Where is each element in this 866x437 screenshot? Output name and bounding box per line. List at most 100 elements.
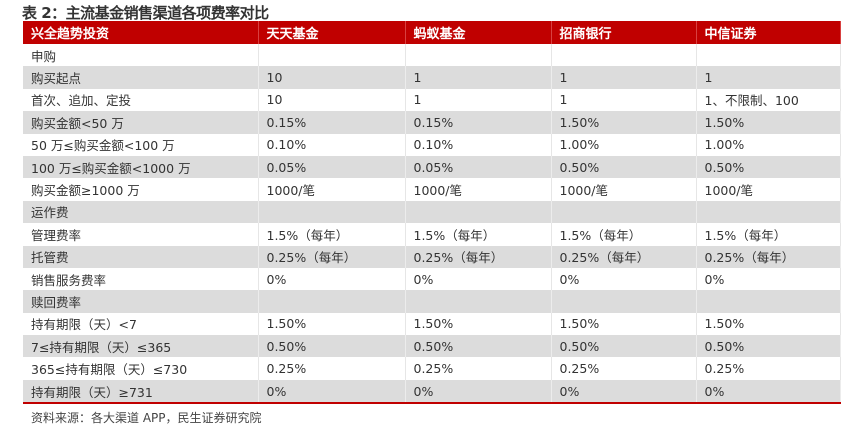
table-row: 销售服务费率 0% 0% 0% 0% [23, 267, 841, 291]
table-cell [551, 44, 697, 67]
table-row: 持有期限（天）≥731 0% 0% 0% 0% [23, 379, 841, 405]
table-cell [258, 290, 406, 313]
table-cell: 购买金额≥1000 万 [23, 178, 259, 201]
table-row: 管理费率 1.5%（每年） 1.5%（每年） 1.5%（每年） 1.5%（每年） [23, 223, 841, 246]
header-row: 兴全趋势投资 天天基金 蚂蚁基金 招商银行 中信证券 [23, 21, 841, 44]
table-cell: 购买起点 [23, 66, 259, 89]
table-cell: 1.5%（每年） [405, 223, 552, 246]
table-cell: 7≤持有期限（天）≤365 [23, 335, 259, 358]
table-cell: 1000/笔 [551, 178, 697, 201]
table-row: 托管费 0.25%（每年） 0.25%（每年） 0.25%（每年） 0.25%（每年） [23, 245, 841, 268]
table-cell: 托管费 [23, 245, 259, 268]
table-cell: 1 [405, 66, 552, 89]
table-cell: 0.25%（每年） [696, 245, 841, 268]
table-cell: 0.50% [551, 155, 697, 179]
table-row: 购买金额<50 万 0.15% 0.15% 1.50% 1.50% [23, 111, 841, 134]
table-row: 7≤持有期限（天）≤365 0.50% 0.50% 0.50% 0.50% [23, 335, 841, 358]
table-cell: 0.50% [551, 335, 697, 358]
table-cell [551, 290, 697, 313]
table-cell: 1000/笔 [405, 178, 552, 201]
header-cell: 蚂蚁基金 [405, 21, 552, 44]
table-cell: 0% [696, 267, 841, 291]
table-cell: 1.50% [551, 312, 697, 336]
table-cell [258, 200, 406, 224]
table-row: 50 万≤购买金额<100 万 0.10% 0.10% 1.00% 1.00% [23, 133, 841, 156]
source-note: 资料来源：各大渠道 APP，民生证券研究院 [31, 411, 262, 425]
table-cell: 1 [405, 88, 552, 112]
table-cell: 0.05% [258, 155, 406, 179]
table-cell [405, 290, 552, 313]
table-row: 运作费 [23, 200, 841, 224]
table-cell: 1.5%（每年） [696, 223, 841, 246]
table-cell: 0.50% [405, 335, 552, 358]
table-cell: 0% [405, 267, 552, 291]
table-cell: 持有期限（天）<7 [23, 312, 259, 336]
table-cell: 申购 [23, 44, 259, 67]
table-cell: 0.25% [405, 357, 552, 380]
table-cell: 0% [696, 379, 841, 405]
table-row: 申购 [23, 44, 841, 67]
table-cell: 50 万≤购买金额<100 万 [23, 133, 259, 156]
table-cell: 1000/笔 [258, 178, 406, 201]
header-cell: 天天基金 [258, 21, 406, 44]
table-cell: 0% [258, 267, 406, 291]
table-cell: 0.25%（每年） [405, 245, 552, 268]
table-cell: 1.5%（每年） [551, 223, 697, 246]
table-cell: 1.5%（每年） [258, 223, 406, 246]
table-cell: 1 [551, 88, 697, 112]
table-cell [696, 200, 841, 224]
table-cell: 0.05% [405, 155, 552, 179]
table-row: 赎回费率 [23, 290, 841, 313]
table-cell: 0.25%（每年） [551, 245, 697, 268]
table-cell: 0.50% [258, 335, 406, 358]
table-cell: 0.50% [696, 335, 841, 358]
table-cell [551, 200, 697, 224]
table-cell: 0.15% [405, 111, 552, 134]
table-cell: 0.15% [258, 111, 406, 134]
table-cell: 1.00% [551, 133, 697, 156]
table-cell: 1.50% [258, 312, 406, 336]
table-cell: 100 万≤购买金额<1000 万 [23, 155, 259, 179]
table-cell: 1、不限制、100 [696, 88, 841, 112]
table-cell [405, 44, 552, 67]
table-cell: 赎回费率 [23, 290, 259, 313]
table-cell: 0% [551, 267, 697, 291]
header-cell: 兴全趋势投资 [23, 21, 259, 44]
table-cell: 0% [258, 379, 406, 405]
table-cell: 管理费率 [23, 223, 259, 246]
table-cell: 持有期限（天）≥731 [23, 379, 259, 405]
table-cell: 首次、追加、定投 [23, 88, 259, 112]
table-cell: 0.10% [258, 133, 406, 156]
table-cell [258, 44, 406, 67]
table-cell [696, 290, 841, 313]
header-cell: 招商银行 [551, 21, 697, 44]
table-cell: 1.50% [551, 111, 697, 134]
table-cell: 0.25%（每年） [258, 245, 406, 268]
table-cell: 1.50% [405, 312, 552, 336]
table-cell [696, 44, 841, 67]
table-cell: 1 [696, 66, 841, 89]
table-cell: 0% [405, 379, 552, 405]
table-cell: 1000/笔 [696, 178, 841, 201]
table-title: 表 2：主流基金销售渠道各项费率对比 [22, 4, 269, 22]
table-cell: 10 [258, 66, 406, 89]
table-cell: 0.50% [696, 155, 841, 179]
table-cell: 365≤持有期限（天）≤730 [23, 357, 259, 380]
table-cell: 1.00% [696, 133, 841, 156]
fee-comparison-table: 兴全趋势投资 天天基金 蚂蚁基金 招商银行 中信证券 申购 购买起点 10 1 1 1 首次… [23, 21, 841, 405]
table-cell: 0.25% [258, 357, 406, 380]
table-cell: 销售服务费率 [23, 267, 259, 291]
table-row: 购买金额≥1000 万 1000/笔 1000/笔 1000/笔 1000/笔 [23, 178, 841, 201]
table-row: 持有期限（天）<7 1.50% 1.50% 1.50% 1.50% [23, 312, 841, 336]
table-cell: 10 [258, 88, 406, 112]
table-cell: 0.10% [405, 133, 552, 156]
table-row: 首次、追加、定投 10 1 1 1、不限制、100 [23, 88, 841, 112]
table-cell: 0% [551, 379, 697, 405]
table-cell: 1 [551, 66, 697, 89]
table-cell: 0.25% [696, 357, 841, 380]
table-cell [405, 200, 552, 224]
table-cell: 购买金额<50 万 [23, 111, 259, 134]
table-cell: 运作费 [23, 200, 259, 224]
table-row: 购买起点 10 1 1 1 [23, 66, 841, 89]
table-row: 100 万≤购买金额<1000 万 0.05% 0.05% 0.50% 0.50% [23, 155, 841, 179]
